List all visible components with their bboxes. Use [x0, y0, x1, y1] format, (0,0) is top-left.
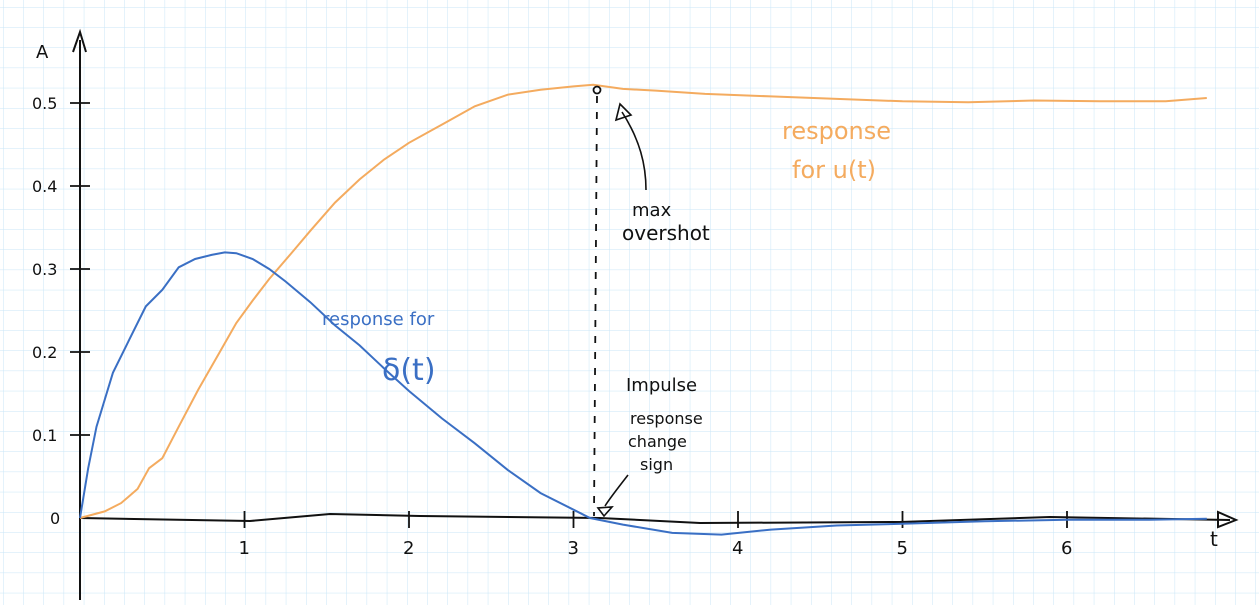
y-tick-label: 0	[50, 509, 60, 528]
y-tick-label: 0.5	[32, 94, 57, 113]
x-tick-label: 4	[732, 538, 743, 559]
series-line-impulse-response	[79, 251, 1207, 536]
axes	[72, 28, 1239, 601]
annotation-sign: sign	[640, 455, 673, 474]
y-axis	[78, 39, 82, 601]
max-overshot-arrow	[621, 111, 647, 191]
y-tick-label: 0.1	[32, 426, 57, 445]
y-tick-label: 0.4	[32, 177, 57, 196]
series-line-step-response	[79, 83, 1207, 519]
series-label-impulse-line1: response for	[322, 309, 435, 330]
x-axis	[79, 512, 1231, 525]
annotation-response: response	[630, 409, 703, 428]
max-overshoot-dashed-line	[593, 95, 598, 517]
ticks-group: 1 2 3 4 5 6 0 0.1 0.2 0.3 0.4 0.5	[32, 94, 1072, 559]
x-axis-label: t	[1210, 527, 1218, 551]
x-tick-label: 5	[897, 538, 908, 559]
annotation-change: change	[628, 432, 687, 451]
series-label-impulse-line2: δ(t)	[382, 353, 436, 388]
series-label-step-line2: for u(t)	[792, 156, 876, 184]
y-axis-arrow	[72, 28, 87, 53]
x-axis-arrow	[1217, 510, 1239, 529]
annotation-max: max	[632, 200, 672, 221]
annotation-impulse: Impulse	[626, 375, 697, 396]
impulse-sign-arrow	[604, 474, 629, 507]
y-axis-label: A	[36, 42, 49, 63]
x-tick-label: 1	[239, 538, 250, 559]
impulse-sign-arrowhead	[596, 506, 614, 518]
series-label-step-line1: response	[782, 117, 891, 145]
y-tick-label: 0.2	[32, 343, 57, 362]
max-overshot-arrowhead	[614, 102, 633, 122]
y-tick-label: 0.3	[32, 260, 57, 279]
max-overshoot-point	[592, 85, 602, 95]
x-tick-label: 6	[1061, 538, 1072, 559]
x-tick-label: 3	[568, 538, 579, 559]
x-tick-label: 2	[403, 538, 414, 559]
annotation-overshot: overshot	[622, 221, 710, 245]
